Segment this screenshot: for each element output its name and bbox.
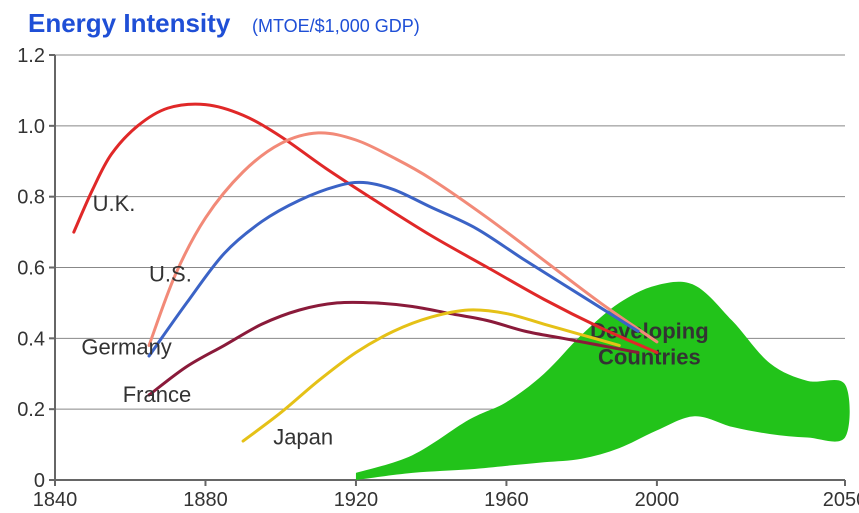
y-tick-label: 0.6 [17, 258, 45, 280]
x-tick-label: 1840 [33, 489, 78, 511]
y-tick-label: 1.2 [17, 45, 45, 67]
series-label-us: U.S. [149, 262, 192, 287]
x-tick-label: 2050 [823, 489, 859, 511]
y-tick-label: 1.0 [17, 116, 45, 138]
x-tick-label: 1960 [484, 489, 529, 511]
y-tick-label: 0.2 [17, 399, 45, 421]
series-label-france: France [123, 382, 191, 407]
series-line-us [149, 133, 657, 346]
x-tick-label: 1880 [183, 489, 228, 511]
y-tick-label: 0.8 [17, 187, 45, 209]
y-tick-label: 0.4 [17, 328, 45, 350]
series-label-japan: Japan [273, 425, 333, 450]
series-label-germany: Germany [81, 334, 171, 359]
x-tick-label: 1920 [334, 489, 379, 511]
chart-title-main: Energy Intensity [28, 8, 231, 38]
chart-title-sub: (MTOE/$1,000 GDP) [252, 16, 420, 36]
series-label-uk: U.K. [93, 191, 136, 216]
x-tick-label: 2000 [635, 489, 680, 511]
developing-countries-area [356, 282, 850, 480]
